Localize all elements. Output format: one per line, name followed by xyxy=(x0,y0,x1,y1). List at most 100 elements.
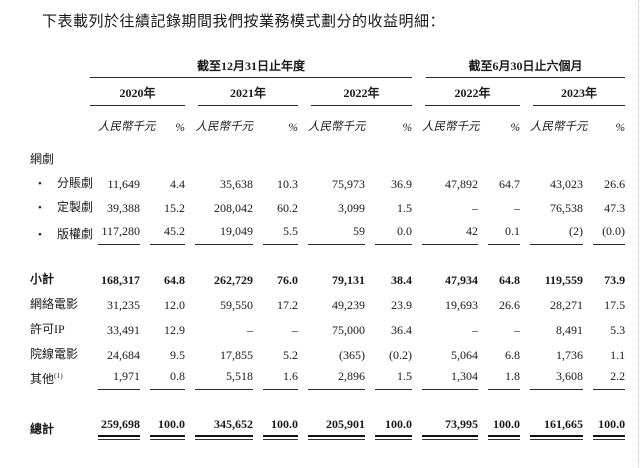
cell-value: 28,271 xyxy=(550,298,584,312)
unit-header: 人民幣千元 xyxy=(195,121,254,133)
cell-value: 4.4 xyxy=(170,177,185,191)
cell-value: 2.2 xyxy=(593,369,626,390)
pct-header: % xyxy=(402,122,413,134)
spacer-row xyxy=(30,390,625,406)
cell-value: 17,855 xyxy=(220,348,253,362)
cell-value: (365) xyxy=(339,348,365,362)
cell-value: 5.2 xyxy=(283,348,298,362)
cell-value: 64.8 xyxy=(499,273,521,287)
table-row: 院線電影 24,684 9.5 17,855 5.2 (365) (0.2) 5… xyxy=(30,340,625,365)
cell-value: 10.3 xyxy=(277,177,298,191)
cell-value: 1,736 xyxy=(556,348,584,362)
page-title: 下表載列於往績記錄期間我們按業務模式劃分的收益明細： xyxy=(42,14,446,30)
cell-value: 100.0 xyxy=(150,417,185,440)
cell-value: 1.1 xyxy=(610,348,626,362)
table-row: 許可IP 33,491 12.9 – – 75,000 36.4 – – 8,4… xyxy=(30,315,625,340)
cell-value: 208,042 xyxy=(214,201,253,215)
table-row: 截至12月31日止年度 截至6月30日止六個月 xyxy=(30,54,626,78)
row-label-subtotal: 小計 xyxy=(30,272,55,286)
table-row: 2020年 2021年 2022年 2022年 2023年 xyxy=(30,78,626,106)
page-edge-dotted-line xyxy=(638,0,639,468)
table-row: 網絡電影 31,235 12.0 59,550 17.2 49,239 23.9… xyxy=(30,290,625,315)
spacer-row xyxy=(30,136,625,146)
cell-value: 49,239 xyxy=(332,298,365,312)
cell-value: 76.0 xyxy=(277,273,298,287)
cell-value: 3,099 xyxy=(338,201,365,215)
cell-value: 168,317 xyxy=(101,273,140,287)
cell-value: – xyxy=(514,323,521,337)
column-group-annual: 截至12月31日止年度 xyxy=(90,57,413,78)
cell-value: 64.7 xyxy=(499,177,521,191)
cell-value: 11,649 xyxy=(107,177,140,191)
unit-header: 人民幣千元 xyxy=(530,121,588,133)
cell-value: 1.5 xyxy=(397,201,413,215)
cell-value: – xyxy=(514,201,521,215)
cell-value: 100.0 xyxy=(375,417,412,440)
cell-value: 19,693 xyxy=(445,298,479,312)
row-label: 版權劇 xyxy=(57,227,94,241)
cell-value: 60.2 xyxy=(277,201,298,215)
cell-value: 73.9 xyxy=(604,273,626,287)
pct-header: % xyxy=(615,122,626,134)
cell-value: 1.5 xyxy=(375,369,413,390)
cell-value: 75,000 xyxy=(332,323,365,337)
cell-value: (2) xyxy=(530,224,584,245)
pct-header: % xyxy=(175,122,185,134)
cell-value: 39,388 xyxy=(107,201,140,215)
cell-value: 36.9 xyxy=(391,177,413,191)
table-row: 其他(1) 1,971 0.8 5,518 1.6 2,896 1.5 1,30… xyxy=(30,365,626,390)
cell-value: 17.2 xyxy=(277,298,298,312)
cell-value: 345,652 xyxy=(195,417,253,440)
column-group-interim: 截至6月30日止六個月 xyxy=(426,57,626,78)
cell-value: 59,550 xyxy=(220,298,253,312)
cell-value: 73,995 xyxy=(422,417,478,440)
cell-value: 26.6 xyxy=(499,298,521,312)
table-row: • 版權劇 117,280 45.2 19,049 5.5 59 0.0 42 0… xyxy=(30,218,626,245)
row-label: 院線電影 xyxy=(30,347,79,361)
table-row: 人民幣千元 % 人民幣千元 % 人民幣千元 % 人民幣千元 % 人民幣千元 % xyxy=(30,106,625,136)
bullet-icon: • xyxy=(38,202,42,214)
cell-value: 36.4 xyxy=(391,323,413,337)
cell-value: 23.9 xyxy=(391,298,413,312)
cell-value: 8,491 xyxy=(556,323,584,337)
cell-value: 9.5 xyxy=(170,348,185,362)
cell-value: 43,023 xyxy=(550,177,584,191)
row-label: 其他 xyxy=(30,372,55,386)
year-header-2021: 2021年 xyxy=(198,84,298,106)
cell-value: 64.8 xyxy=(164,273,185,287)
cell-value: 31,235 xyxy=(107,298,140,312)
table-row: • 分賬劇 11,649 4.4 35,638 10.3 75,973 36.9 … xyxy=(30,170,625,194)
section-label-web-drama: 網劇 xyxy=(30,152,55,166)
pct-header: % xyxy=(288,122,298,134)
cell-value: 26.6 xyxy=(604,177,626,191)
cell-value: 0.8 xyxy=(150,369,185,390)
cell-value: 5,518 xyxy=(195,369,253,390)
cell-value: 100.0 xyxy=(263,417,298,440)
cell-value: 1.8 xyxy=(488,369,521,390)
row-label: 分賬劇 xyxy=(57,176,94,190)
cell-value: 38.4 xyxy=(391,273,413,287)
unit-header: 人民幣千元 xyxy=(422,121,480,133)
cell-value: 45.2 xyxy=(150,224,185,245)
cell-value: 0.0 xyxy=(375,224,413,245)
cell-value: 35,638 xyxy=(220,177,253,191)
cell-value: 117,280 xyxy=(98,224,140,245)
cell-value: 1,304 xyxy=(422,369,479,390)
cell-value: 259,698 xyxy=(98,417,140,440)
unit-header: 人民幣千元 xyxy=(308,121,366,133)
cell-value: 5.3 xyxy=(610,323,626,337)
table-row: • 定製劇 39,388 15.2 208,042 60.2 3,099 1.5 … xyxy=(30,194,625,218)
cell-value: 161,665 xyxy=(530,417,583,440)
bullet-icon: • xyxy=(38,178,42,190)
row-label-total: 總計 xyxy=(30,422,55,436)
footnote-marker: (1) xyxy=(54,371,63,380)
year-header-2022: 2022年 xyxy=(311,84,413,106)
cell-value: – xyxy=(472,201,479,215)
row-label: 定製劇 xyxy=(57,200,94,214)
cell-value: 12.9 xyxy=(164,323,185,337)
cell-value: 15.2 xyxy=(164,201,185,215)
cell-value: 100.0 xyxy=(488,417,520,440)
cell-value: 1,971 xyxy=(98,369,140,390)
cell-value: 3,608 xyxy=(530,369,584,390)
cell-value: 47,934 xyxy=(445,273,479,287)
